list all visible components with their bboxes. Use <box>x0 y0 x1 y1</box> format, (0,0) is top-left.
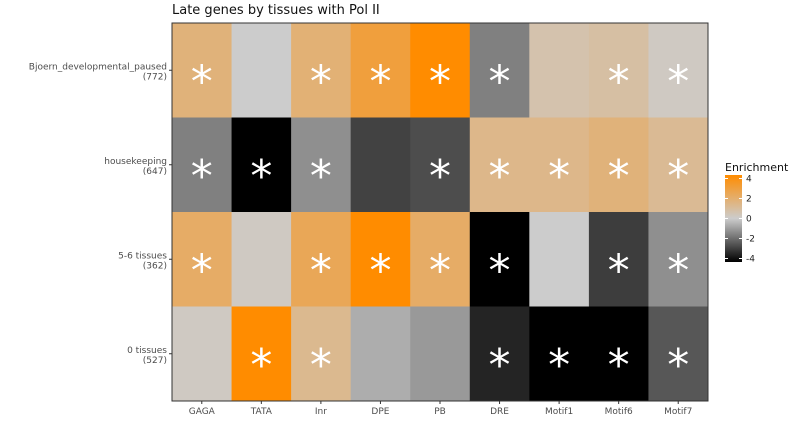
x-tick-label: Motif6 <box>605 407 633 417</box>
significance-star: * <box>667 56 689 107</box>
heatmap-cell <box>291 306 352 402</box>
chart-title: Late genes by tissues with Pol II <box>172 3 380 18</box>
significance-star: * <box>191 56 213 107</box>
heatmap-cell <box>172 212 233 307</box>
significance-star: * <box>489 245 511 296</box>
heatmap-cell <box>410 23 471 118</box>
significance-star: * <box>548 340 570 391</box>
heatmap-cell <box>529 23 590 118</box>
significance-star: * <box>191 151 213 202</box>
heatmap-cell <box>588 306 649 402</box>
x-tick-label: TATA <box>250 407 273 417</box>
x-tick-label: Inr <box>315 407 327 417</box>
heatmap-cell <box>588 212 649 307</box>
significance-markers: * * * * * * * * * * * * * * * * * * * * * * * * * * * * <box>191 56 689 391</box>
y-tick-label: Bjoern_developmental_paused <box>29 62 167 72</box>
heatmap-cell <box>350 23 411 118</box>
heatmap-cell <box>648 23 709 118</box>
y-tick-label: 5-6 tissues <box>118 251 167 261</box>
significance-star: * <box>489 56 511 107</box>
significance-star: * <box>369 245 391 296</box>
significance-star: * <box>369 56 391 107</box>
legend-tick-label: 2 <box>746 195 752 205</box>
heatmap-cell <box>410 212 471 307</box>
legend-tick-label: -2 <box>746 235 755 245</box>
y-tick-label: housekeeping <box>104 157 167 167</box>
heatmap-cell <box>291 23 352 118</box>
heatmap-cell <box>469 212 530 307</box>
significance-star: * <box>429 151 451 202</box>
significance-star: * <box>667 245 689 296</box>
significance-star: * <box>310 245 332 296</box>
heatmap-cell <box>410 306 471 402</box>
significance-star: * <box>667 151 689 202</box>
heatmap-cell <box>529 212 590 307</box>
heatmap-cell <box>172 23 233 118</box>
heatmap-cell <box>469 23 530 118</box>
y-tick-count: (647) <box>143 167 167 177</box>
heatmap-cell <box>588 117 649 213</box>
heatmap-cell <box>648 306 709 402</box>
heatmap-cell <box>648 212 709 307</box>
significance-star: * <box>608 245 630 296</box>
significance-star: * <box>310 340 332 391</box>
legend: Enrichment 4 2 0 -2 -4 <box>725 161 789 265</box>
heatmap-cell <box>291 212 352 307</box>
heatmap-cell <box>469 117 530 213</box>
x-tick-label: Motif7 <box>664 407 692 417</box>
heatmap-cell <box>231 117 292 213</box>
significance-star: * <box>191 245 213 296</box>
legend-colorbar <box>725 175 742 262</box>
x-tick-label: DRE <box>490 407 509 417</box>
x-tick-label: GAGA <box>189 407 216 417</box>
legend-tick-label: 4 <box>746 175 752 185</box>
heatmap-cells <box>172 23 709 402</box>
legend-tick-label: -4 <box>746 255 755 265</box>
significance-star: * <box>608 340 630 391</box>
significance-star: * <box>429 245 451 296</box>
legend-title: Enrichment <box>725 161 789 174</box>
heatmap-cell <box>529 117 590 213</box>
heatmap-cell <box>231 306 292 402</box>
heatmap-cell <box>231 23 292 118</box>
x-axis: GAGA TATA Inr DPE PB DRE Motif1 Motif6 Motif7 <box>189 401 692 417</box>
y-tick-label: 0 tissues <box>127 346 167 356</box>
significance-star: * <box>250 340 272 391</box>
legend-ticks: 4 2 0 -2 -4 <box>725 175 755 265</box>
heatmap-cell <box>350 306 411 402</box>
significance-star: * <box>250 151 272 202</box>
heatmap-cell <box>231 212 292 307</box>
significance-star: * <box>608 151 630 202</box>
heatmap-cell <box>350 212 411 307</box>
heatmap-cell <box>172 306 233 402</box>
x-tick-label: Motif1 <box>545 407 573 417</box>
significance-star: * <box>608 56 630 107</box>
significance-star: * <box>489 151 511 202</box>
heatmap-cell <box>588 23 649 118</box>
legend-tick-label: 0 <box>746 215 752 225</box>
heatmap-cell <box>410 117 471 213</box>
x-tick-label: DPE <box>371 407 389 417</box>
significance-star: * <box>429 56 451 107</box>
significance-star: * <box>310 56 332 107</box>
heatmap-cell <box>172 117 233 213</box>
y-tick-count: (527) <box>143 356 167 366</box>
significance-star: * <box>310 151 332 202</box>
x-tick-label: PB <box>434 407 446 417</box>
heatmap-cell <box>291 117 352 213</box>
y-tick-count: (362) <box>143 261 167 271</box>
y-tick-count: (772) <box>143 72 167 82</box>
heatmap-cell <box>350 117 411 213</box>
significance-star: * <box>548 151 570 202</box>
significance-star: * <box>667 340 689 391</box>
heatmap-cell <box>469 306 530 402</box>
heatmap-cell <box>648 117 709 213</box>
y-axis: Bjoern_developmental_paused(772) housekee… <box>29 62 172 366</box>
heatmap-cell <box>529 306 590 402</box>
significance-star: * <box>489 340 511 391</box>
